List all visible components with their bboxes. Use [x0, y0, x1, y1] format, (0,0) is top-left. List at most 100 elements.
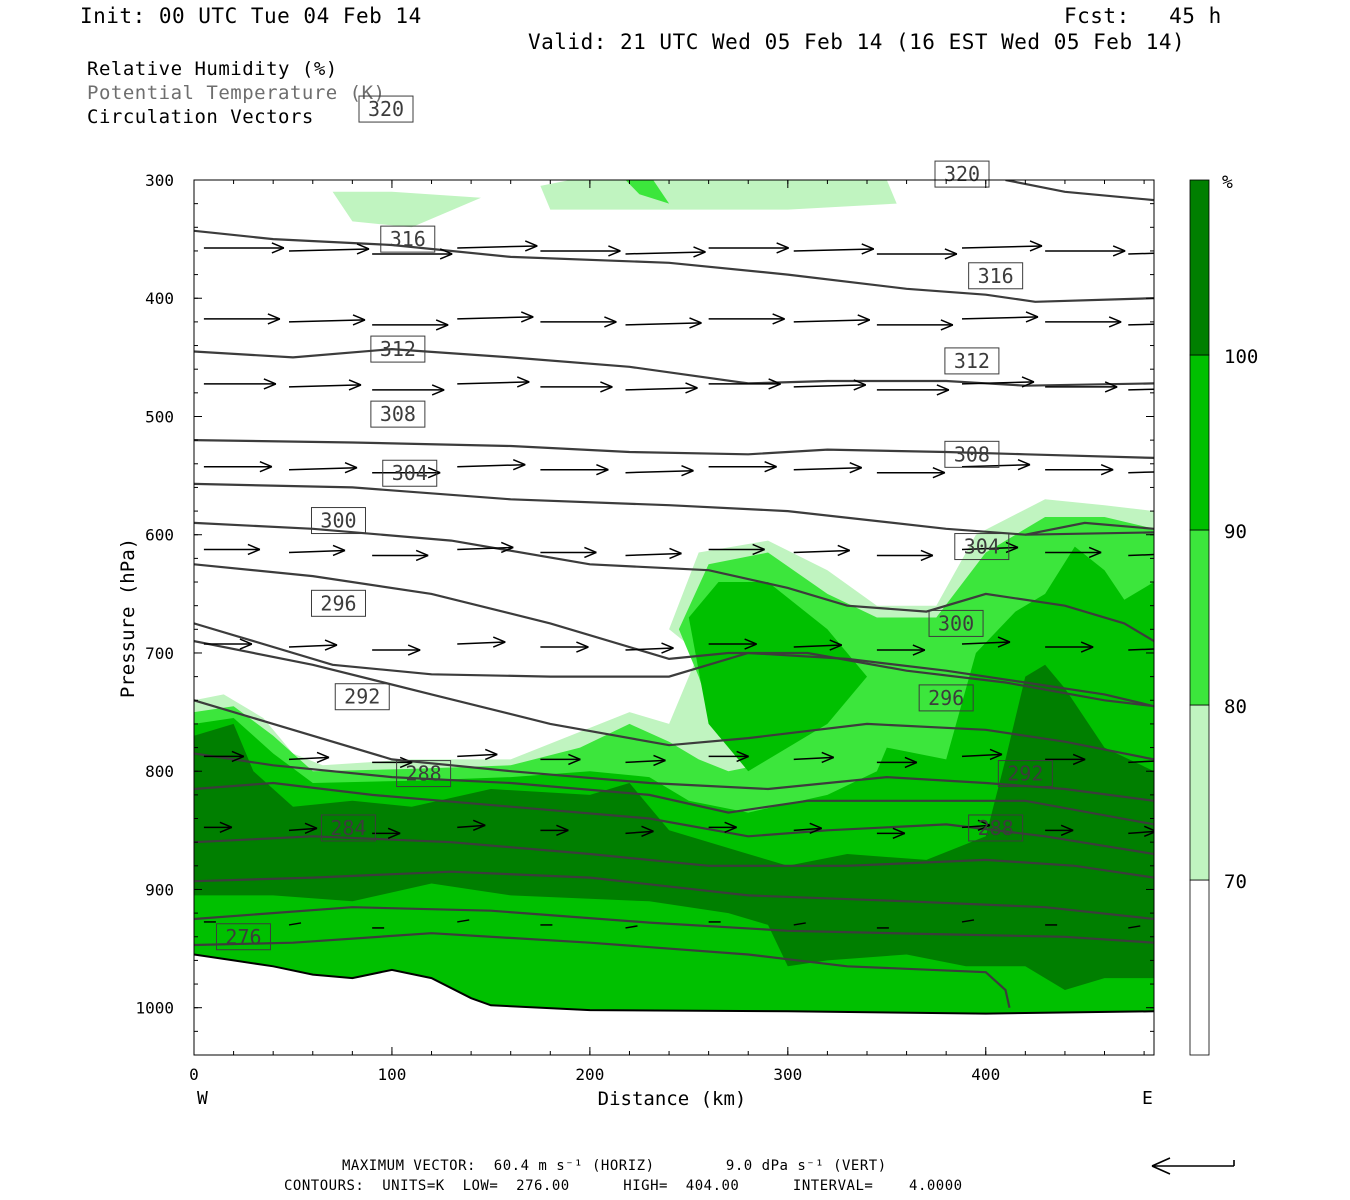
x-tick-0: 0: [189, 1065, 199, 1084]
theta-contour-296-7: [194, 699, 1154, 802]
vector-5-4: [540, 641, 589, 653]
vector-2-10: [1045, 381, 1118, 393]
vector-1-7: [793, 314, 871, 326]
max-vector-reference: [1151, 1157, 1235, 1175]
vector-6-0: [203, 750, 245, 763]
theta-label-box-292-5: [334, 683, 390, 711]
rh-fill-layer: [194, 180, 1154, 1020]
vector-5-3: [457, 636, 506, 648]
vector-4-8: [876, 549, 934, 562]
vector-4-7: [793, 544, 851, 557]
theta-label-box-320-19: [358, 95, 414, 123]
colorbar-swatch-4: [1189, 179, 1210, 356]
vector-7-9: [961, 819, 991, 832]
colorbar-swatch-0: [1189, 879, 1210, 1056]
y-tick-900: 900: [145, 880, 174, 899]
vector-1-1: [288, 314, 366, 326]
vector-0-8: [876, 248, 958, 260]
rh-fill-80-4: [625, 180, 670, 204]
vector-3-9: [961, 459, 1031, 471]
vector-0-5: [625, 246, 706, 258]
vector-5-1: [288, 639, 338, 651]
x-tick-300: 300: [773, 1065, 802, 1084]
vector-0-4: [540, 245, 621, 257]
y-tick-800: 800: [145, 762, 174, 781]
theta-label-296-7: 296: [320, 591, 356, 615]
vector-7-6: [708, 821, 737, 834]
vector-7-1: [288, 822, 318, 835]
theta-contour-292-6: [194, 752, 1154, 826]
colorbar-swatch-2: [1189, 529, 1210, 706]
vector-3-11: [1128, 471, 1154, 474]
vector-2-7: [793, 379, 867, 391]
colorbar-swatch-1: [1189, 704, 1210, 881]
theta-label-320-20: 320: [944, 162, 980, 186]
vector-7-7: [793, 822, 823, 835]
theta-contour-292-5: [194, 781, 1154, 856]
y-tick-700: 700: [145, 644, 174, 663]
theta-contour-296-8: [194, 640, 1154, 761]
theta-label-312-16: 312: [954, 349, 990, 373]
theta-contour-308-13: [194, 482, 1154, 536]
y-tick-400: 400: [145, 289, 174, 308]
vector-3-4: [540, 464, 609, 476]
valid-time: Valid: 21 UTC Wed 05 Feb 14 (16 EST Wed …: [528, 30, 1186, 54]
theta-label-box-288-4: [968, 814, 1024, 842]
vector-4-0: [203, 543, 261, 556]
vector-6-2: [372, 756, 413, 769]
vector-8-9: [961, 919, 975, 923]
plot-frame: [193, 179, 1155, 1056]
vector-1-10: [1045, 316, 1122, 328]
colorbar-label-100: 100: [1224, 346, 1258, 368]
theta-label-box-300-10: [928, 609, 984, 637]
vector-7-8: [876, 827, 906, 840]
x-tick-100: 100: [377, 1065, 406, 1084]
vector-2-2: [372, 384, 445, 396]
theta-label-300-10: 300: [938, 611, 974, 635]
vector-2-3: [457, 376, 530, 388]
vector-2-9: [961, 376, 1035, 388]
legend-theta: Potential Temperature (K): [87, 82, 386, 104]
vector-3-3: [457, 459, 526, 471]
vector-2-4: [540, 381, 613, 393]
legend-rh: Relative Humidity (%): [87, 58, 338, 80]
vector-1-0: [203, 313, 281, 325]
vector-6-9: [961, 748, 1003, 761]
vector-1-6: [708, 313, 785, 325]
init-time: Init: 00 UTC Tue 04 Feb 14: [80, 4, 422, 28]
theta-label-312-15: 312: [380, 337, 416, 361]
theta-contour-276-0: [194, 932, 1011, 1008]
vector-5-11: [1128, 648, 1154, 651]
theta-label-292-6: 292: [1007, 762, 1043, 786]
footer-max-vector: MAXIMUM VECTOR: 60.4 m s⁻¹ (HORIZ) 9.0 d…: [342, 1158, 887, 1174]
theta-label-box-304-11: [382, 459, 438, 487]
vector-5-6: [708, 638, 757, 650]
terrain-line: [194, 953, 1154, 1015]
theta-label-308-14: 308: [954, 442, 990, 466]
vector-7-5: [625, 825, 654, 838]
theta-label-288-3: 288: [406, 762, 442, 786]
vector-8-7: [793, 922, 806, 926]
colorbar-label-90: 90: [1224, 521, 1247, 543]
vector-2-11: [1128, 388, 1154, 391]
theta-label-box-312-16: [944, 347, 1000, 375]
vector-0-2: [372, 248, 453, 260]
vector-7-10: [1045, 824, 1074, 837]
theta-label-box-296-8: [918, 684, 974, 712]
vector-1-5: [625, 317, 702, 329]
theta-contour-288-3: [194, 835, 1154, 879]
vector-1-4: [540, 316, 617, 328]
vector-2-6: [708, 378, 781, 390]
theta-contour-layer: [194, 180, 1154, 1008]
terrain-layer: [194, 953, 1154, 1055]
vector-2-1: [288, 379, 362, 391]
vector-3-8: [876, 467, 946, 479]
vector-0-11: [1128, 252, 1154, 255]
rh-fill-70-1: [332, 191, 481, 228]
theta-contour-284-2: [194, 870, 1154, 921]
theta-label-box-312-15: [370, 335, 426, 363]
theta-label-276-0: 276: [225, 925, 261, 949]
vector-8-3: [457, 919, 470, 923]
theta-label-304-11: 304: [392, 461, 428, 485]
vector-4-6: [708, 543, 765, 556]
